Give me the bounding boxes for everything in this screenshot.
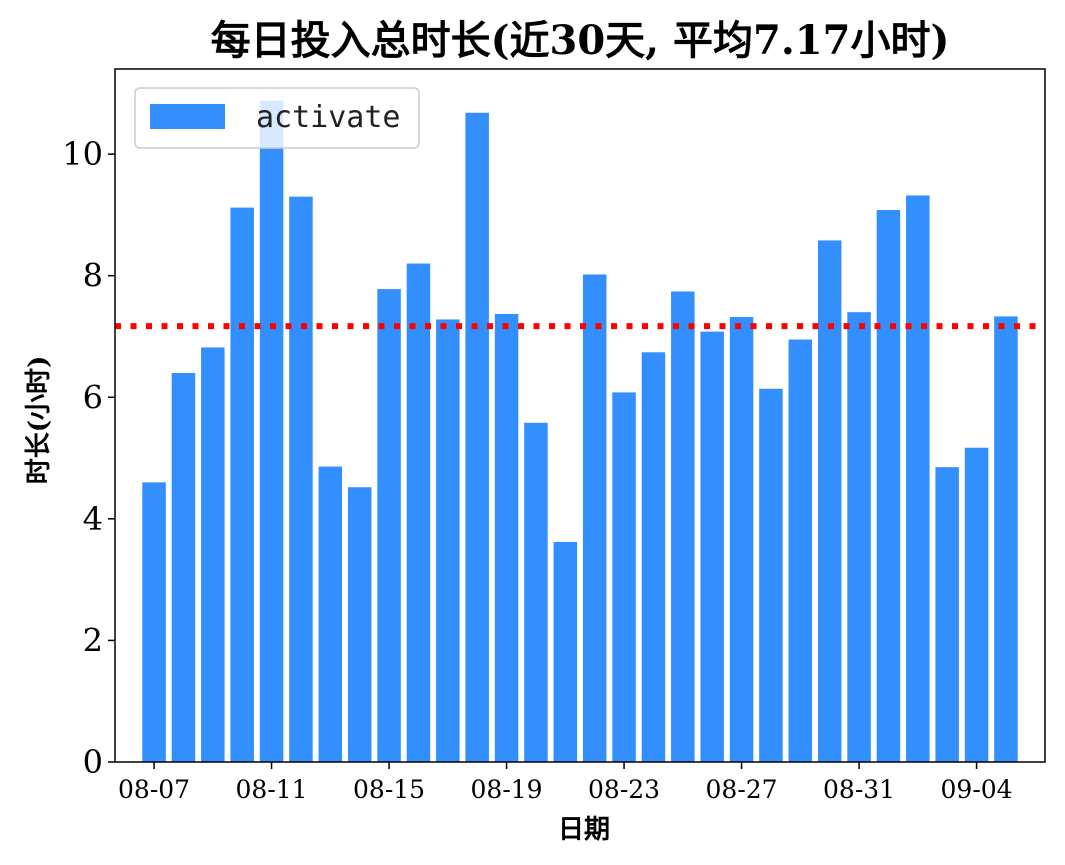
x-axis: 08-07 08-11 08-15 08-19 08-23 08-27 08-31 09-04 xyxy=(118,762,1013,804)
bar-08-26 xyxy=(700,331,724,762)
bar-09-02 xyxy=(906,195,930,762)
bar-08-29 xyxy=(788,339,813,762)
legend-box xyxy=(134,87,420,149)
bar-08-22 xyxy=(582,274,607,762)
bar-08-09 xyxy=(201,347,225,762)
x-tick-label-09-04: 09-04 xyxy=(941,775,1013,804)
bar-09-05 xyxy=(994,316,1018,762)
x-tick-label-08-15: 08-15 xyxy=(353,775,425,804)
bar-08-20 xyxy=(524,422,548,762)
bar-08-16 xyxy=(406,263,431,762)
bar-08-11 xyxy=(259,100,284,763)
x-axis-label: 日期 xyxy=(558,815,610,845)
bar-08-10 xyxy=(230,207,254,763)
bar-08-18 xyxy=(465,112,489,762)
x-tick-label-08-07: 08-07 xyxy=(118,775,190,804)
legend: activate xyxy=(134,87,420,149)
bar-08-17 xyxy=(436,319,460,762)
plot-frame xyxy=(114,68,1046,763)
bar-08-23 xyxy=(612,392,636,762)
bar-08-14 xyxy=(347,487,372,762)
y-tick-label: 8 xyxy=(83,257,103,295)
bar-08-19 xyxy=(494,313,519,762)
legend-label: activate xyxy=(256,100,401,135)
bar-08-24 xyxy=(641,352,666,762)
x-tick-label-08-11: 08-11 xyxy=(236,775,308,804)
y-tick-label: 2 xyxy=(83,621,103,659)
y-tick-label: 10 xyxy=(62,135,103,173)
bar-08-08 xyxy=(171,372,196,762)
bar-08-13 xyxy=(318,466,343,762)
x-tick-label-08-23: 08-23 xyxy=(588,775,660,804)
bar-08-31 xyxy=(847,312,871,762)
bar-09-04 xyxy=(964,447,989,762)
y-axis-label: 时长(小时) xyxy=(24,356,54,485)
bar-09-01 xyxy=(876,210,901,762)
x-tick-label-08-31: 08-31 xyxy=(823,775,895,804)
y-tick-label: 6 xyxy=(83,378,103,416)
bar-08-07 xyxy=(142,482,166,762)
chart-title: 每日投入总时长(近30天, 平均7.17小时) xyxy=(211,17,950,64)
bar-08-15 xyxy=(377,289,401,762)
bar-08-28 xyxy=(759,388,783,762)
bar-08-27 xyxy=(729,317,754,762)
bar-08-30 xyxy=(817,240,842,762)
y-axis: 0 2 4 6 8 10 xyxy=(62,135,115,781)
y-tick-label: 4 xyxy=(83,500,103,538)
legend-swatch xyxy=(150,104,225,129)
bar-08-25 xyxy=(671,291,695,762)
x-tick-label-08-19: 08-19 xyxy=(471,775,543,804)
x-tick-label-08-27: 08-27 xyxy=(706,775,778,804)
bars-layer xyxy=(142,100,1018,763)
bar-08-21 xyxy=(553,541,578,762)
bar-09-03 xyxy=(935,467,959,762)
y-tick-label: 0 xyxy=(83,743,103,781)
bar-08-12 xyxy=(289,196,313,762)
